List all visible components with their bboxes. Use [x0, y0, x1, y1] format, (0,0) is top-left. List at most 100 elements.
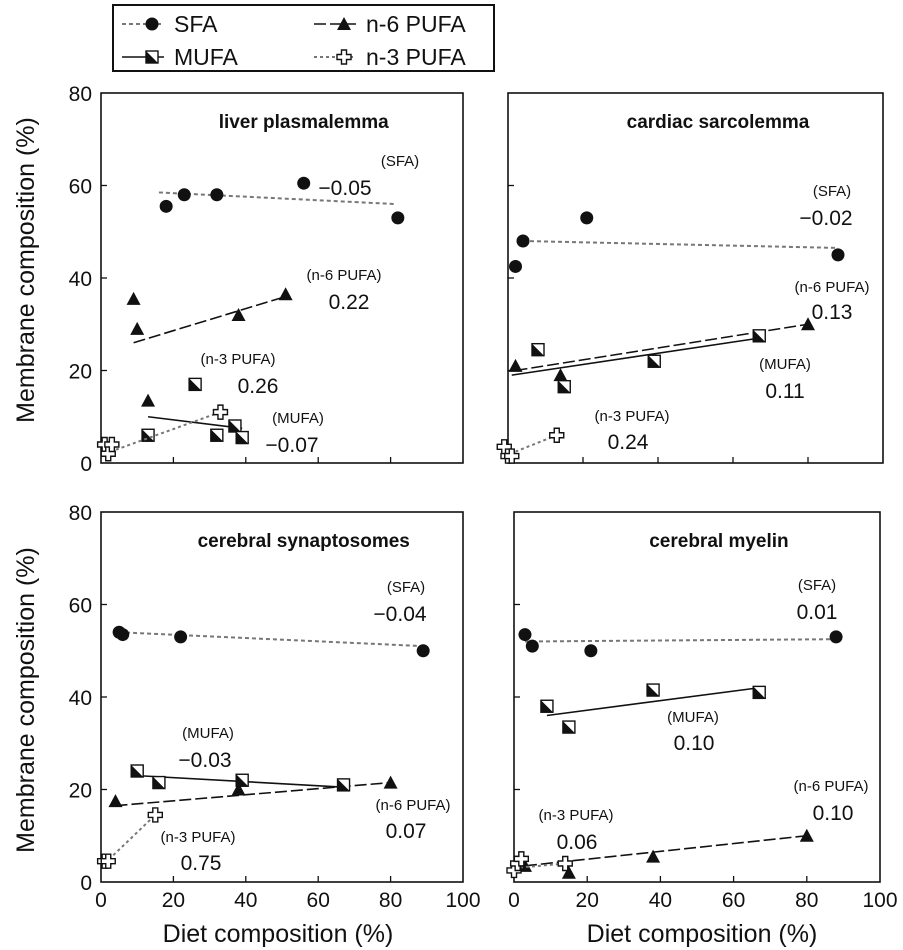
trend-line-n-3-pufa [103, 814, 156, 865]
y-tick-label: 0 [80, 453, 92, 476]
data-point-sfa [210, 188, 224, 202]
data-point-n-6-pufa [126, 291, 141, 305]
trend-line-mufa [511, 337, 760, 376]
y-tick-label: 80 [69, 502, 92, 525]
panel-cerebral-myelin: 0 20 40 60 80 100 cerebral myelin (SFA) 0.01 (MUF… [506, 511, 898, 912]
data-point-n-6-pufa [561, 865, 576, 879]
data-point-n-6-pufa [130, 321, 145, 335]
trend-line-mufa [546, 686, 760, 717]
annotation-value: 0.11 [765, 380, 804, 403]
annotation-label: (n-3 PUFA) [160, 829, 235, 846]
data-point-n-3-pufa [104, 436, 120, 453]
data-point-n-3-pufa [147, 807, 164, 823]
annotation-label: (n-6 PUFA) [793, 778, 868, 795]
data-point-sfa [518, 628, 532, 642]
data-point-n-6-pufa [646, 849, 661, 863]
annotation-n-3-pufa: (n-3 PUFA) 0.26 [200, 351, 278, 398]
annotation-label: (MUFA) [182, 725, 234, 742]
annotation-label: (MUFA) [667, 709, 719, 726]
x-tick-label: 20 [162, 889, 185, 912]
legend-label-n-6-pufa: n-6 PUFA [366, 11, 466, 37]
y-tick-label: 40 [69, 268, 92, 291]
series-sfa [112, 625, 430, 658]
trend-line-sfa [119, 631, 424, 648]
panel-frame [100, 92, 464, 464]
data-point-sfa [829, 630, 843, 644]
y-tick-label: 40 [69, 687, 92, 710]
x-tick-label: 20 [576, 889, 599, 912]
data-point-n-6-pufa [141, 393, 156, 407]
data-point-sfa [584, 644, 598, 658]
panel-frame [513, 511, 881, 883]
annotation-label: (MUFA) [272, 410, 324, 427]
legend-label-n-3-pufa: n-3 PUFA [366, 44, 466, 70]
legend-marker-n-6-pufa [337, 17, 351, 30]
data-point-mufa [130, 764, 144, 778]
panel-title: cerebral myelin [649, 531, 788, 552]
legend-label-sfa: SFA [174, 11, 218, 37]
annotation-label: (n-6 PUFA) [794, 279, 869, 296]
y-axis-title: Membrane composition (%) [12, 547, 40, 853]
series-sfa [509, 211, 845, 273]
annotation-sfa: (SFA) −0.02 [799, 183, 852, 230]
data-point-sfa [177, 188, 191, 202]
annotation-mufa: (MUFA) 0.11 [759, 356, 811, 403]
annotation-n-3-pufa: (n-3 PUFA) 0.75 [160, 829, 235, 875]
annotation-n-6-pufa: (n-6 PUFA) 0.22 [306, 267, 381, 314]
data-point-sfa [391, 211, 405, 225]
data-point-mufa [752, 329, 766, 343]
data-point-sfa [116, 628, 130, 642]
x-tick-label: 0 [95, 889, 107, 912]
annotation-sfa: (SFA) 0.01 [797, 577, 838, 624]
annotation-label: (n-3 PUFA) [200, 351, 275, 368]
trend-line-sfa [158, 191, 395, 205]
data-point-mufa [557, 379, 571, 394]
legend: SFA n-6 PUFA MUFA n-3 PUFA [112, 4, 495, 72]
data-point-mufa [235, 430, 249, 445]
series-n-3-pufa [96, 807, 164, 869]
data-point-n-3-pufa [504, 448, 520, 464]
annotation-n-3-pufa: (n-3 PUFA) 0.06 [538, 807, 613, 854]
panel-cerebral-synaptosomes: 0 20 40 60 80 100 0 20 40 60 80 cerebral synaptosom… [69, 502, 481, 912]
data-point-n-3-pufa [513, 851, 530, 867]
legend-label-mufa: MUFA [174, 44, 239, 70]
x-axis-title: Diet composition (%) [163, 920, 394, 948]
annotation-value: −0.02 [799, 207, 852, 230]
series-n-3-pufa [506, 851, 573, 879]
x-tick-label: 60 [722, 889, 745, 912]
data-point-n-6-pufa [553, 368, 568, 382]
series-sfa [518, 628, 843, 658]
annotation-value: −0.04 [373, 603, 426, 626]
data-point-mufa [647, 354, 661, 368]
data-point-mufa [235, 773, 249, 787]
y-tick-label: 20 [69, 361, 92, 384]
y-tick-label: 20 [69, 780, 92, 803]
data-point-mufa [336, 778, 351, 792]
x-axis-title: Diet composition (%) [587, 920, 818, 948]
y-axis-title: Membrane composition (%) [12, 117, 40, 423]
panel-liver-plasmalemma: 0 20 40 60 80 liver plasmalemma (SFA) −0.05 (n-6… [69, 83, 464, 476]
data-point-sfa [297, 176, 311, 190]
trend-line-n-3-pufa [104, 411, 221, 455]
data-point-mufa [540, 699, 554, 713]
data-point-n-3-pufa [549, 427, 565, 443]
annotation-value: −0.03 [178, 749, 231, 772]
trend-line-n-6-pufa [133, 295, 286, 344]
x-tick-label: 60 [307, 889, 330, 912]
annotation-mufa: (MUFA) 0.10 [667, 709, 719, 755]
data-point-sfa [516, 234, 530, 248]
data-point-n-6-pufa [278, 287, 293, 301]
series-mufa [130, 764, 351, 792]
legend-items: SFA n-6 PUFA MUFA n-3 PUFA [122, 11, 466, 70]
panel-title: cerebral synaptosomes [198, 531, 410, 552]
panel-title: liver plasmalemma [219, 112, 389, 133]
annotation-value: 0.06 [557, 831, 598, 854]
panel-title: cardiac sarcolemma [627, 112, 810, 133]
series-n-3-pufa [496, 427, 565, 464]
annotation-label: (n-3 PUFA) [538, 807, 613, 824]
annotation-mufa: (MUFA) −0.07 [265, 410, 323, 457]
data-point-mufa [531, 342, 545, 357]
annotation-value: 0.26 [238, 375, 279, 398]
x-tick-label: 100 [862, 889, 897, 912]
